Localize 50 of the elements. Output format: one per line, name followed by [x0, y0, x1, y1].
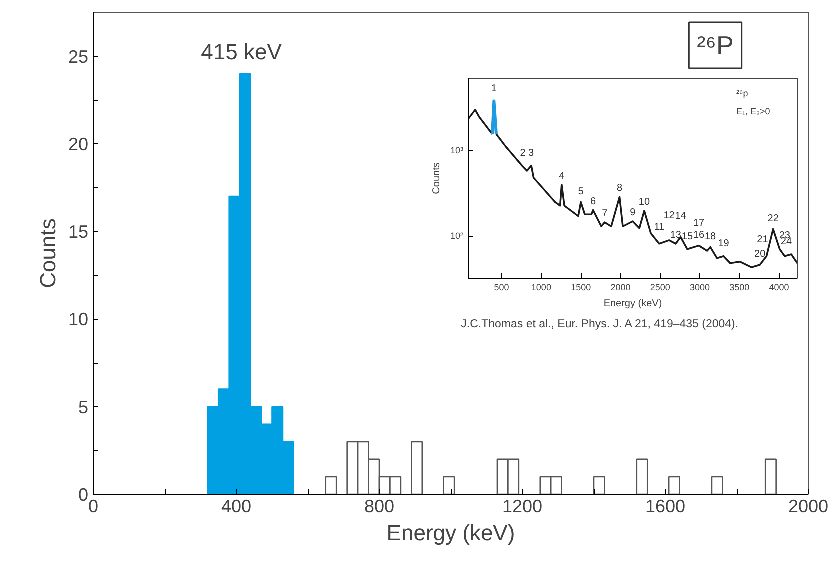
- annotation: 17: [693, 218, 706, 229]
- annotation: 12: [664, 210, 676, 222]
- annotation: 2 3: [520, 148, 535, 159]
- annotation: 20: [754, 248, 766, 260]
- annotation: 4: [559, 170, 566, 182]
- y-tick-label: 10²: [450, 231, 464, 242]
- y-tick-label: 5: [78, 397, 89, 418]
- y-tick-label: 15: [68, 222, 89, 242]
- y-axis-title: Counts: [35, 218, 60, 288]
- annotation: 1: [491, 83, 498, 94]
- x-axis-title: Energy (keV): [386, 520, 516, 546]
- annotation: E₁, E₂>0: [736, 106, 770, 116]
- annotation: 14: [675, 211, 687, 222]
- annotation: J.C.Thomas et al., Eur. Phys. J. A 21, 419–435 (2004).: [461, 318, 739, 330]
- x-tick-label: 1000: [531, 282, 552, 292]
- x-tick-label: 500: [494, 282, 510, 292]
- annotation: 7: [602, 208, 608, 220]
- y-axis-title: Counts: [431, 162, 442, 194]
- x-tick-label: 4000: [769, 282, 790, 292]
- y-tick-label: 10³: [450, 145, 464, 156]
- annotation: 8: [616, 183, 623, 194]
- x-tick-label: 3500: [730, 282, 750, 292]
- x-axis-title: Energy (keV): [604, 298, 662, 310]
- annotation: 21: [757, 234, 769, 246]
- annotation: ²⁶P: [697, 30, 734, 60]
- x-tick-label: 2000: [610, 282, 631, 292]
- annotation: 22: [768, 213, 780, 224]
- y-tick-label: 25: [68, 46, 89, 67]
- annotation: 5: [578, 186, 584, 198]
- annotation: 6: [590, 196, 596, 208]
- annotation: 16: [693, 230, 706, 241]
- annotation: 19: [718, 238, 730, 250]
- x-tick-label: 2000: [788, 496, 829, 516]
- x-tick-label: 400: [221, 496, 252, 516]
- x-tick-label: 1500: [571, 282, 592, 292]
- y-tick-label: 20: [68, 134, 89, 154]
- x-tick-label: 1200: [502, 496, 543, 516]
- annotation: ²⁶p: [736, 88, 748, 98]
- annotation: 10: [638, 197, 650, 208]
- annotation: 11: [654, 222, 666, 233]
- x-tick-label: 3000: [690, 282, 710, 292]
- y-tick-label: 10: [68, 310, 89, 330]
- x-tick-label: 800: [364, 496, 395, 516]
- x-tick-label: 1600: [645, 496, 686, 516]
- x-tick-label: 2500: [650, 282, 670, 292]
- annotation: 13: [670, 230, 682, 241]
- annotation: 15: [682, 231, 694, 242]
- annotation: 415 keV: [201, 40, 282, 64]
- annotation: 18: [704, 231, 717, 242]
- annotation: 9: [630, 208, 636, 218]
